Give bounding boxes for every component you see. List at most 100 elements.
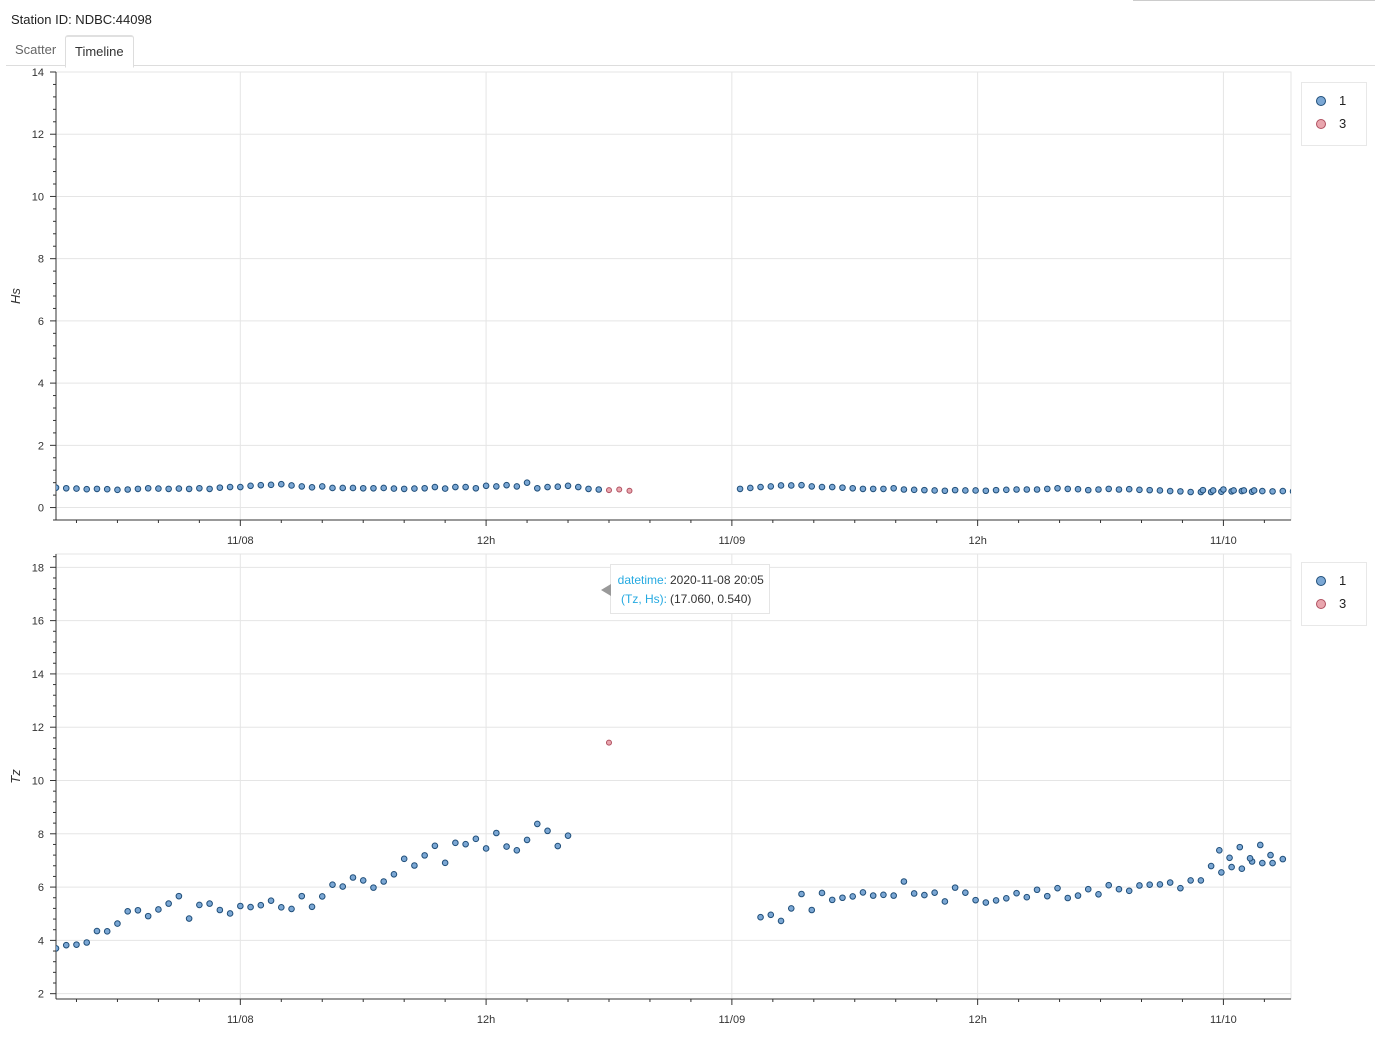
data-point-series-1[interactable] [1226, 854, 1233, 862]
data-point-series-1[interactable] [1267, 851, 1274, 859]
data-point-series-1[interactable] [859, 889, 867, 896]
data-point-series-1[interactable] [982, 487, 990, 495]
data-point-series-1[interactable] [523, 479, 531, 486]
data-point-series-1[interactable] [380, 878, 387, 885]
data-point-series-1[interactable] [951, 884, 959, 891]
data-point-series-1[interactable] [1023, 486, 1031, 493]
data-point-series-1[interactable] [359, 877, 367, 884]
data-point-series-1[interactable] [921, 891, 928, 899]
data-point-series-1[interactable] [869, 892, 877, 899]
data-point-series-1[interactable] [359, 484, 367, 492]
data-point-series-1[interactable] [585, 485, 592, 493]
data-point-series-1[interactable] [1199, 486, 1207, 494]
data-point-series-1[interactable] [370, 884, 377, 891]
data-point-series-1[interactable] [1156, 487, 1164, 494]
data-point-series-1[interactable] [1256, 841, 1264, 849]
data-point-series-1[interactable] [1115, 486, 1123, 493]
data-point-series-1[interactable] [1228, 863, 1235, 871]
data-point-series-1[interactable] [869, 485, 877, 493]
data-point-series-1[interactable] [452, 483, 459, 491]
data-point-series-1[interactable] [992, 486, 1000, 494]
data-point-series-1[interactable] [329, 484, 336, 492]
data-point-series-1[interactable] [1197, 877, 1205, 884]
data-point-series-1[interactable] [493, 829, 500, 837]
data-point-series-1[interactable] [267, 481, 275, 489]
data-point-series-1[interactable] [1146, 881, 1153, 888]
data-point-series-1[interactable] [757, 483, 764, 491]
data-point-series-1[interactable] [196, 901, 203, 909]
data-point-series-1[interactable] [564, 482, 572, 490]
data-point-series-1[interactable] [1289, 488, 1296, 495]
data-point-series-1[interactable] [165, 900, 172, 907]
data-point-series-1[interactable] [349, 874, 357, 881]
data-point-series-1[interactable] [103, 485, 111, 493]
data-point-series-1[interactable] [185, 915, 193, 922]
data-point-series-1[interactable] [493, 483, 500, 490]
data-point-series-1[interactable] [1095, 486, 1102, 493]
data-point-series-1[interactable] [1043, 485, 1051, 493]
data-point-series-1[interactable] [103, 928, 111, 935]
data-point-series-1[interactable] [134, 906, 142, 914]
data-point-series-1[interactable] [951, 486, 959, 494]
data-point-series-1[interactable] [839, 894, 846, 902]
data-point-series-1[interactable] [462, 483, 469, 491]
data-point-series-1[interactable] [53, 484, 60, 491]
data-point-series-1[interactable] [73, 941, 80, 948]
data-point-series-1[interactable] [1054, 484, 1061, 492]
tab-scatter[interactable]: Scatter [15, 42, 57, 57]
data-point-series-1[interactable] [503, 481, 510, 489]
data-point-series-1[interactable] [277, 480, 285, 488]
data-point-series-1[interactable] [767, 483, 775, 490]
data-point-series-1[interactable] [1156, 881, 1164, 888]
tab-timeline[interactable]: Timeline [65, 35, 134, 68]
data-point-series-1[interactable] [1013, 889, 1020, 897]
data-point-series-1[interactable] [859, 485, 867, 493]
data-point-series-1[interactable] [747, 484, 754, 492]
tz-timeline-plot[interactable]: 2 4 6 8 10 12 14 16 18 11/08 12h 11/09 12h 11/10 Tz [0, 550, 1375, 1034]
data-point-series-1[interactable] [798, 481, 805, 489]
data-point-series-1[interactable] [982, 899, 990, 906]
data-point-series-1[interactable] [1187, 877, 1194, 884]
data-point-series-1[interactable] [839, 484, 846, 491]
data-point-series-1[interactable] [544, 483, 551, 491]
data-point-series-1[interactable] [441, 485, 449, 492]
data-point-series-1[interactable] [206, 485, 213, 493]
data-point-series-1[interactable] [298, 892, 306, 900]
data-point-series-1[interactable] [1136, 882, 1143, 889]
data-point-series-1[interactable] [890, 484, 897, 492]
data-point-series-1[interactable] [144, 912, 152, 920]
data-point-series-1[interactable] [339, 484, 347, 492]
data-point-series-1[interactable] [73, 485, 80, 492]
data-point-series-1[interactable] [134, 485, 142, 493]
data-point-series-1[interactable] [1013, 486, 1020, 493]
data-point-series-1[interactable] [339, 883, 347, 890]
data-point-series-1[interactable] [1259, 859, 1266, 867]
data-point-series-1[interactable] [277, 904, 285, 911]
data-point-series-1[interactable] [226, 910, 234, 917]
data-point-series-1[interactable] [808, 483, 816, 490]
data-point-series-1[interactable] [62, 941, 70, 949]
data-point-series-1[interactable] [308, 484, 316, 491]
data-point-series-1[interactable] [1209, 487, 1217, 494]
hs-timeline-plot[interactable]: 0 2 4 6 8 10 12 14 11/08 12h 11/09 12h 11/10 Hs [0, 66, 1375, 550]
data-point-series-1[interactable] [462, 840, 469, 848]
data-point-series-1[interactable] [124, 486, 131, 493]
data-point-series-1[interactable] [931, 889, 938, 896]
data-point-series-1[interactable] [472, 484, 480, 492]
data-point-series-1[interactable] [900, 878, 908, 885]
data-point-series-1[interactable] [441, 859, 449, 867]
data-point-series-1[interactable] [564, 832, 572, 839]
data-point-series-1[interactable] [544, 827, 551, 835]
data-point-series-1[interactable] [777, 482, 785, 489]
data-point-series-1[interactable] [1064, 485, 1072, 493]
data-point-series-1[interactable] [155, 906, 162, 913]
data-point-series-1[interactable] [1136, 486, 1143, 494]
data-point-series-1[interactable] [124, 908, 131, 915]
data-point-series-1[interactable] [349, 484, 357, 492]
data-point-series-1[interactable] [62, 484, 70, 492]
data-point-series-1[interactable] [1207, 862, 1215, 870]
data-point-series-3[interactable] [605, 487, 612, 494]
data-point-series-1[interactable] [890, 892, 897, 899]
data-point-series-1[interactable] [931, 487, 938, 494]
data-point-series-1[interactable] [267, 897, 275, 904]
